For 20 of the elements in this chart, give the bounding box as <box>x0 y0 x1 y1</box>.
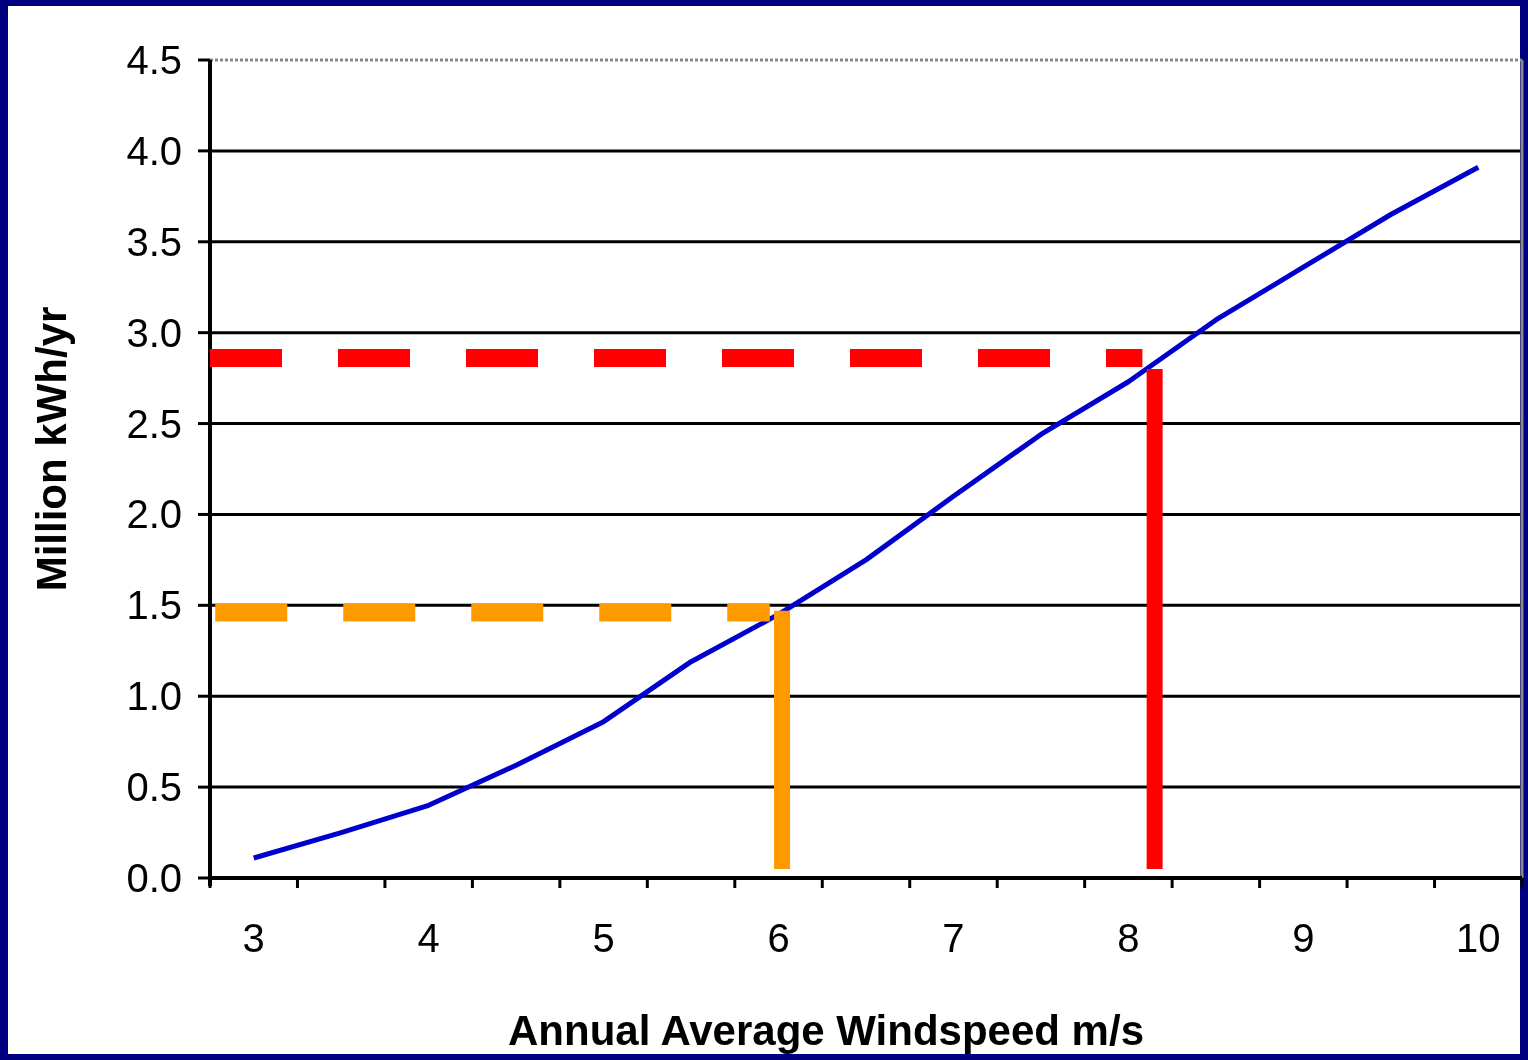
y-tick-label: 4.0 <box>126 128 182 173</box>
y-tick-label: 2.0 <box>126 492 182 537</box>
y-tick-label: 3.5 <box>126 219 182 264</box>
y-tick-label: 3.0 <box>126 310 182 355</box>
y-tick-label: 4.5 <box>126 38 182 82</box>
x-tick-label: 10 <box>1456 916 1501 960</box>
y-tick-label: 0.5 <box>126 765 182 810</box>
x-tick-label: 6 <box>767 916 790 960</box>
y-tick-label: 1.5 <box>126 583 182 628</box>
x-axis-title: Annual Average Windspeed m/s <box>508 1007 1144 1054</box>
x-tick-label: 9 <box>1292 916 1315 960</box>
x-tick-label: 3 <box>242 916 265 960</box>
x-tick-label: 7 <box>942 916 965 960</box>
y-axis-title: Million kWh/yr <box>28 306 75 592</box>
x-tick-label: 5 <box>592 916 615 960</box>
x-tick-label: 8 <box>1117 916 1140 960</box>
y-tick-label: 2.5 <box>126 401 182 446</box>
y-tick-label: 1.0 <box>126 674 182 719</box>
x-tick-label: 4 <box>417 916 440 960</box>
y-tick-label: 0.0 <box>126 856 182 900</box>
